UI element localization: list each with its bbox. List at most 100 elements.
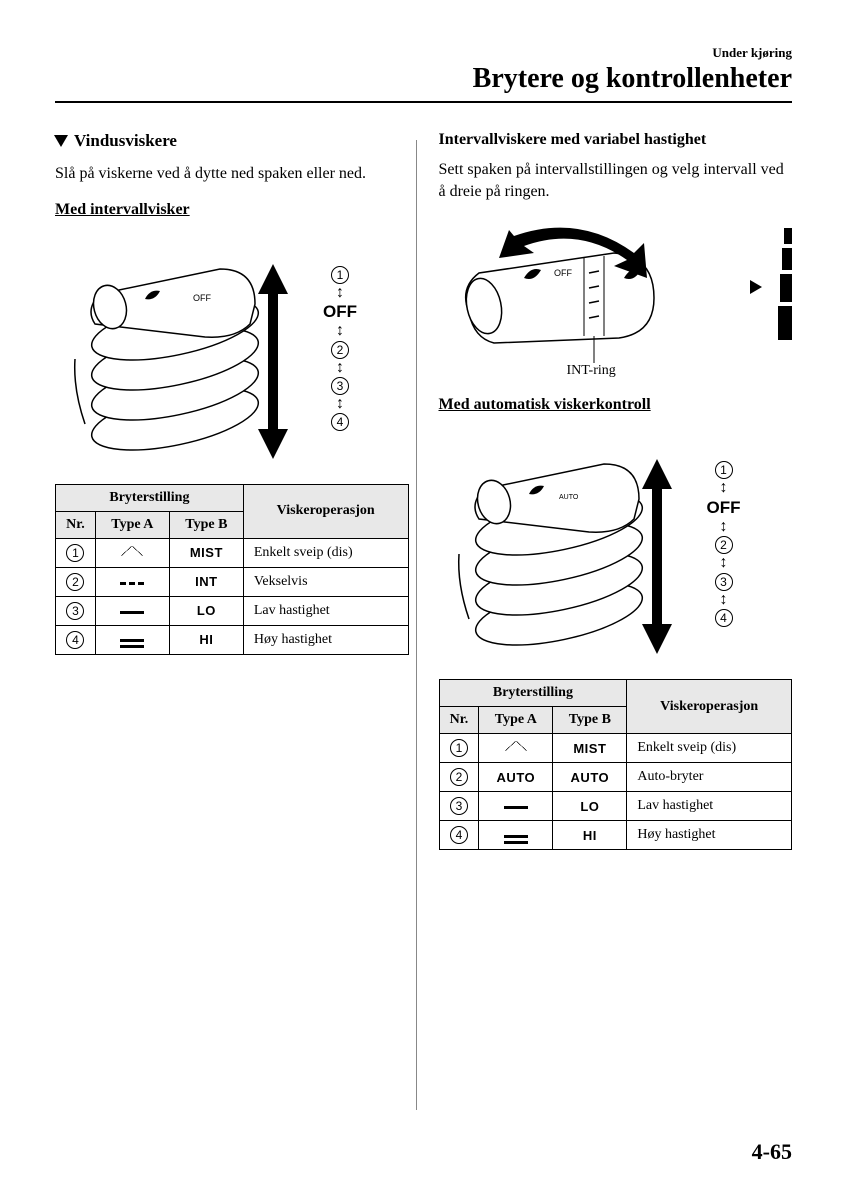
th-b: Type B bbox=[169, 511, 243, 538]
type-b: MIST bbox=[169, 538, 243, 567]
operation: Vekselvis bbox=[243, 567, 408, 596]
updown-icon: ↕ bbox=[336, 324, 344, 338]
speed-scale-icon bbox=[778, 228, 792, 340]
svg-text:OFF: OFF bbox=[554, 268, 572, 278]
table-row: 1 MIST Enkelt sveip (dis) bbox=[56, 538, 409, 567]
section-title: Vindusviskere bbox=[55, 131, 409, 151]
th-group: Bryterstilling bbox=[56, 484, 244, 511]
wiper-stalk-icon: OFF bbox=[55, 229, 315, 469]
th-a: Type A bbox=[95, 511, 169, 538]
wiper-table-2: Bryterstilling Viskeroperasjon Nr. Type … bbox=[439, 679, 793, 850]
table-row: 1 MIST Enkelt sveip (dis) bbox=[439, 734, 792, 763]
header-title: Brytere og kontrollenheter bbox=[55, 63, 792, 95]
updown-icon: ↕ bbox=[720, 556, 728, 570]
section-title-text: Vindusviskere bbox=[74, 131, 177, 151]
double-line-icon bbox=[504, 835, 528, 844]
chevron-up-icon bbox=[121, 545, 143, 560]
row-num: 3 bbox=[450, 797, 468, 815]
pos-4: 4 bbox=[715, 609, 733, 627]
type-b: LO bbox=[169, 596, 243, 625]
type-b: HI bbox=[553, 821, 627, 850]
operation: Høy hastighet bbox=[243, 625, 408, 654]
updown-icon: ↕ bbox=[720, 520, 728, 534]
updown-icon: ↕ bbox=[336, 361, 344, 375]
table-row: 3 LO Lav hastighet bbox=[56, 596, 409, 625]
pos-3: 3 bbox=[715, 573, 733, 591]
row-num: 1 bbox=[450, 739, 468, 757]
row-num: 4 bbox=[450, 826, 468, 844]
triangle-icon bbox=[54, 135, 68, 147]
pos-4: 4 bbox=[331, 413, 349, 431]
pos-2: 2 bbox=[331, 341, 349, 359]
dash-icon bbox=[120, 582, 144, 585]
row-num: 2 bbox=[450, 768, 468, 786]
svg-text:AUTO: AUTO bbox=[559, 494, 579, 501]
table-row: 4 HI Høy hastighet bbox=[439, 821, 792, 850]
operation: Enkelt sveip (dis) bbox=[243, 538, 408, 567]
row-num: 4 bbox=[66, 631, 84, 649]
page-number: 4-65 bbox=[752, 1139, 792, 1165]
table-row: 3 LO Lav hastighet bbox=[439, 792, 792, 821]
pos-3: 3 bbox=[331, 377, 349, 395]
pointer-icon bbox=[750, 280, 762, 294]
type-b: AUTO bbox=[553, 763, 627, 792]
table-row: 2 INT Vekselvis bbox=[56, 567, 409, 596]
pos-2: 2 bbox=[715, 536, 733, 554]
th-b: Type B bbox=[553, 707, 627, 734]
type-b: LO bbox=[553, 792, 627, 821]
position-indicators-2: 1 ↕ OFF ↕ 2 ↕ 3 ↕ 4 bbox=[707, 461, 741, 627]
content-columns: Vindusviskere Slå på viskerne ved å dytt… bbox=[55, 131, 792, 870]
header-category: Under kjøring bbox=[55, 45, 792, 61]
operation: Lav hastighet bbox=[627, 792, 792, 821]
column-separator bbox=[416, 140, 417, 1110]
operation: Høy hastighet bbox=[627, 821, 792, 850]
table-row: 4 HI Høy hastighet bbox=[56, 625, 409, 654]
row-num: 3 bbox=[66, 602, 84, 620]
off-label: OFF bbox=[323, 302, 357, 322]
sub-heading-1: Med intervallvisker bbox=[55, 201, 409, 219]
off-label: OFF bbox=[707, 498, 741, 518]
wiper-table-1: Bryterstilling Viskeroperasjon Nr. Type … bbox=[55, 484, 409, 655]
pos-1: 1 bbox=[715, 461, 733, 479]
operation: Auto-bryter bbox=[627, 763, 792, 792]
th-nr: Nr. bbox=[56, 511, 96, 538]
int-ring-label: INT-ring bbox=[567, 363, 616, 379]
operation: Lav hastighet bbox=[243, 596, 408, 625]
int-ring-icon: OFF bbox=[439, 218, 689, 378]
position-indicators-1: 1 ↕ OFF ↕ 2 ↕ 3 ↕ 4 bbox=[323, 266, 357, 432]
type-a: AUTO bbox=[479, 763, 553, 792]
wiper-stalk-auto-icon: AUTO bbox=[439, 424, 699, 664]
th-op: Viskeroperasjon bbox=[243, 484, 408, 538]
operation: Enkelt sveip (dis) bbox=[627, 734, 792, 763]
updown-icon: ↕ bbox=[336, 397, 344, 411]
chevron-up-icon bbox=[505, 740, 527, 755]
header-rule bbox=[55, 101, 792, 103]
page-header: Under kjøring Brytere og kontrollenheter bbox=[55, 45, 792, 95]
diagram-1: OFF 1 ↕ OFF ↕ 2 ↕ 3 ↕ 4 bbox=[55, 229, 409, 469]
row-num: 1 bbox=[66, 544, 84, 562]
type-b: MIST bbox=[553, 734, 627, 763]
sub-heading-2: Med automatisk viskerkontroll bbox=[439, 396, 793, 414]
double-line-icon bbox=[120, 639, 144, 648]
heading-variable: Intervallviskere med variabel hastighet bbox=[439, 131, 793, 149]
th-a: Type A bbox=[479, 707, 553, 734]
diagram-2: AUTO 1 ↕ OFF ↕ 2 ↕ 3 ↕ 4 bbox=[439, 424, 793, 664]
pos-1: 1 bbox=[331, 266, 349, 284]
line-icon bbox=[120, 611, 144, 614]
th-group: Bryterstilling bbox=[439, 680, 627, 707]
th-nr: Nr. bbox=[439, 707, 479, 734]
svg-text:OFF: OFF bbox=[193, 293, 211, 303]
updown-icon: ↕ bbox=[720, 481, 728, 495]
row-num: 2 bbox=[66, 573, 84, 591]
right-column: Intervallviskere med variabel hastighet … bbox=[439, 131, 793, 870]
type-b: HI bbox=[169, 625, 243, 654]
table-row: 2 AUTO AUTO Auto-bryter bbox=[439, 763, 792, 792]
intro-text: Slå på viskerne ved å dytte ned spaken e… bbox=[55, 163, 409, 185]
updown-icon: ↕ bbox=[720, 593, 728, 607]
type-b: INT bbox=[169, 567, 243, 596]
int-ring-diagram: OFF INT-ring bbox=[439, 218, 793, 388]
updown-icon: ↕ bbox=[336, 286, 344, 300]
th-op: Viskeroperasjon bbox=[627, 680, 792, 734]
left-column: Vindusviskere Slå på viskerne ved å dytt… bbox=[55, 131, 409, 870]
intro-text-2: Sett spaken på intervallstillingen og ve… bbox=[439, 159, 793, 202]
